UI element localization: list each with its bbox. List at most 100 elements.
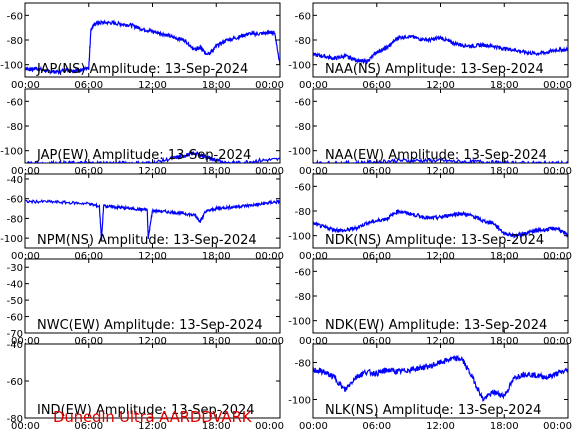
x-tick-label: 00:00 <box>299 421 328 432</box>
series-line <box>313 209 568 239</box>
x-tick-label: 18:00 <box>490 336 519 347</box>
x-tick-label: 18:00 <box>202 336 231 347</box>
chart-panel: -60 -80 -100 00:00 06:00 12:00 18:00 00:00 NDK(E… <box>288 258 572 347</box>
x-tick-label: 12:00 <box>138 251 167 262</box>
y-tick-label: -100 <box>0 61 23 72</box>
x-tick-label: 00:00 <box>255 166 284 177</box>
x-tick-label: 06:00 <box>362 80 391 91</box>
x-tick-label: 18:00 <box>202 421 231 432</box>
x-tick-label: 00:00 <box>11 421 40 432</box>
y-tick-label: -60 <box>295 182 311 193</box>
x-tick-label: 00:00 <box>543 421 572 432</box>
y-tick-label: -80 <box>7 414 23 425</box>
y-tick-label: -40 <box>7 340 23 351</box>
x-tick-label: 00:00 <box>255 421 284 432</box>
chart-title: NPM(NS) Amplitude: 13-Sep-2024 <box>37 233 257 248</box>
chart-title: NLK(NS) Amplitude: 13-Sep-2024 <box>325 403 541 418</box>
x-tick-label: 00:00 <box>299 251 328 262</box>
y-tick-label: -80 <box>7 214 23 225</box>
x-tick-label: 00:00 <box>11 251 40 262</box>
x-tick-label: 06:00 <box>362 336 391 347</box>
y-tick-label: -80 <box>295 207 311 218</box>
y-tick-label: -100 <box>288 61 311 72</box>
x-tick-label: 00:00 <box>543 80 572 91</box>
x-tick-label: 12:00 <box>426 251 455 262</box>
chart-panel: -60 -80 -100 00:00 06:00 12:00 18:00 00:00 JAP(N… <box>0 2 284 91</box>
x-tick-label: 12:00 <box>138 166 167 177</box>
y-tick-label: -100 <box>0 147 23 158</box>
x-tick-label: 00:00 <box>543 251 572 262</box>
x-tick-label: 00:00 <box>255 80 284 91</box>
y-tick-label: -40 <box>7 280 23 291</box>
y-tick-label: -80 <box>295 359 311 370</box>
y-tick-label: -60 <box>7 97 23 108</box>
x-tick-label: 00:00 <box>11 80 40 91</box>
x-tick-label: 06:00 <box>362 421 391 432</box>
x-tick-label: 12:00 <box>138 336 167 347</box>
x-tick-label: 12:00 <box>426 80 455 91</box>
chart-panel: -60 -80 -100 00:00 06:00 12:00 18:00 00:00 NAA(E… <box>288 88 572 177</box>
y-tick-label: -60 <box>295 11 311 22</box>
x-tick-label: 12:00 <box>426 166 455 177</box>
y-tick-label: -60 <box>7 313 23 324</box>
chart-panel: -60 -80 -100 00:00 06:00 12:00 18:00 00:00 NDK(N… <box>288 173 572 262</box>
x-tick-label: 00:00 <box>299 336 328 347</box>
y-tick-label: -30 <box>7 263 23 274</box>
y-tick-label: -100 <box>288 396 311 407</box>
chart-panel: -60 -80 -100 00:00 06:00 12:00 18:00 00:00 NAA(N… <box>288 2 572 91</box>
chart-panel: -60 -80 -100 00:00 06:00 12:00 18:00 00:00 JAP(E… <box>0 88 284 177</box>
x-tick-label: 00:00 <box>255 336 284 347</box>
y-tick-label: -60 <box>7 377 23 388</box>
series-line <box>25 19 280 76</box>
chart-title: JAP(EW) Amplitude: 13-Sep-2024 <box>36 148 251 163</box>
y-tick-label: -80 <box>7 122 23 133</box>
y-tick-label: -100 <box>288 147 311 158</box>
x-tick-label: 18:00 <box>202 166 231 177</box>
x-tick-label: 06:00 <box>362 251 391 262</box>
y-tick-label: -40 <box>7 175 23 186</box>
chart-title: NDK(NS) Amplitude: 13-Sep-2024 <box>325 233 544 248</box>
y-tick-label: -60 <box>295 267 311 278</box>
x-tick-label: 18:00 <box>202 251 231 262</box>
x-tick-label: 06:00 <box>74 166 103 177</box>
x-tick-label: 12:00 <box>426 421 455 432</box>
x-tick-label: 06:00 <box>74 336 103 347</box>
chart-title: NAA(NS) Amplitude: 13-Sep-2024 <box>325 62 544 77</box>
y-tick-label: -50 <box>7 296 23 307</box>
x-tick-label: 06:00 <box>362 166 391 177</box>
x-tick-label: 18:00 <box>490 251 519 262</box>
y-tick-label: -60 <box>295 97 311 108</box>
x-tick-label: 06:00 <box>74 80 103 91</box>
y-tick-label: -60 <box>7 11 23 22</box>
x-tick-label: 00:00 <box>299 80 328 91</box>
series-line <box>313 34 568 65</box>
series-line <box>25 198 280 241</box>
y-tick-label: -80 <box>295 122 311 133</box>
x-tick-label: 18:00 <box>490 166 519 177</box>
chart-title: NAA(EW) Amplitude: 13-Sep-2024 <box>325 148 547 163</box>
chart-panel: -40 -60 -80 -100 00:00 06:00 12:00 18:00 00:00 NP… <box>0 173 284 262</box>
chart-title: NDK(EW) Amplitude: 13-Sep-2024 <box>325 318 547 333</box>
y-tick-label: -70 <box>7 329 23 340</box>
x-tick-label: 00:00 <box>11 336 40 347</box>
x-tick-label: 06:00 <box>74 421 103 432</box>
x-tick-label: 00:00 <box>299 166 328 177</box>
series-line <box>313 354 568 402</box>
y-tick-label: -100 <box>0 234 23 245</box>
series-line <box>25 150 280 163</box>
x-tick-label: 18:00 <box>490 421 519 432</box>
footer-label: Dunedin Ultra AARDDVARK <box>53 408 252 426</box>
y-tick-label: -100 <box>288 317 311 328</box>
x-tick-label: 12:00 <box>138 80 167 91</box>
y-tick-label: -80 <box>7 36 23 47</box>
x-tick-label: 00:00 <box>543 166 572 177</box>
y-tick-label: -60 <box>7 195 23 206</box>
x-tick-label: 12:00 <box>138 421 167 432</box>
y-tick-label: -80 <box>295 292 311 303</box>
x-tick-label: 00:00 <box>543 336 572 347</box>
y-tick-label: -100 <box>288 232 311 243</box>
